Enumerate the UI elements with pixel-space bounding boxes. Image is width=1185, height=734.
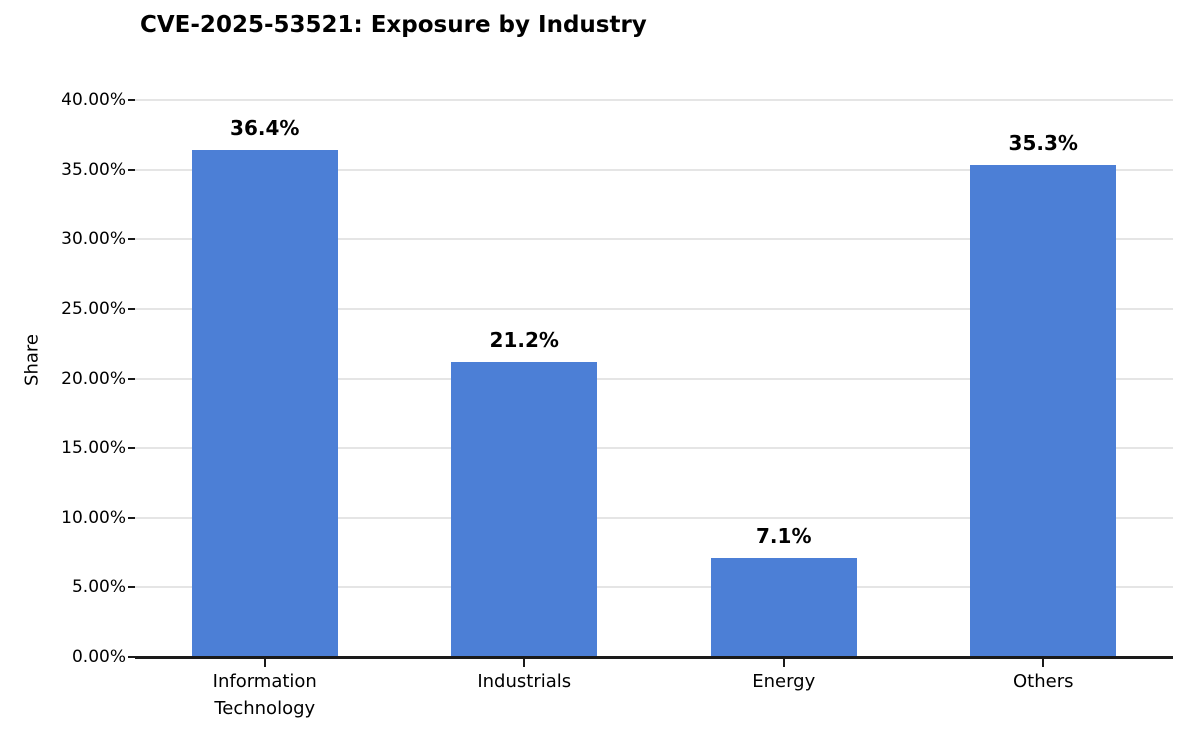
chart-title: CVE-2025-53521: Exposure by Industry (140, 12, 647, 38)
y-tick-label: 40.00% (61, 90, 126, 110)
y-tick-label: 30.00% (61, 229, 126, 250)
bar-value-label: 35.3% (1008, 131, 1078, 156)
y-tick-mark (128, 377, 135, 380)
bar-industrials (451, 361, 598, 657)
y-tick-mark (128, 516, 135, 519)
y-tick-label: 0.00% (71, 647, 126, 667)
y-tick-label: 5.00% (71, 577, 126, 598)
x-category-label: Industrials (477, 671, 572, 692)
y-tick-mark (128, 99, 135, 101)
bar-value-label: 7.1% (756, 524, 812, 549)
y-tick-mark (128, 307, 135, 310)
gridline (135, 586, 1173, 589)
gridline (135, 307, 1173, 310)
x-tick-mark (263, 659, 266, 667)
bar-value-label: 36.4% (230, 116, 300, 141)
x-tick-mark (1042, 659, 1045, 667)
bar-information-technology (191, 150, 338, 657)
gridline (135, 447, 1173, 450)
x-category-label: Information Technology (212, 671, 317, 719)
y-tick-label: 20.00% (61, 368, 126, 389)
x-axis-line (135, 656, 1173, 659)
x-tick-mark (523, 659, 526, 667)
plot-area: 36.4% 21.2% 7.1% 35.3% (135, 99, 1173, 657)
y-tick-label: 15.00% (61, 438, 126, 459)
y-tick-label: 35.00% (61, 159, 126, 180)
y-tick-mark (128, 238, 135, 241)
x-tick-mark (782, 659, 785, 667)
gridline (135, 168, 1173, 171)
bar-energy (710, 558, 857, 657)
x-category-label: Energy (752, 671, 816, 692)
x-category-label: Others (1013, 671, 1074, 692)
y-tick-mark (128, 586, 135, 589)
gridline (135, 99, 1173, 101)
bar-others (970, 165, 1117, 657)
y-tick-mark (128, 447, 135, 450)
y-tick-label: 10.00% (61, 507, 126, 528)
y-tick-mark (128, 168, 135, 171)
y-tick-mark (128, 656, 135, 658)
bar-value-label: 21.2% (489, 327, 559, 352)
gridline (135, 516, 1173, 519)
gridline (135, 238, 1173, 241)
y-tick-label: 25.00% (61, 298, 126, 319)
gridline (135, 377, 1173, 380)
